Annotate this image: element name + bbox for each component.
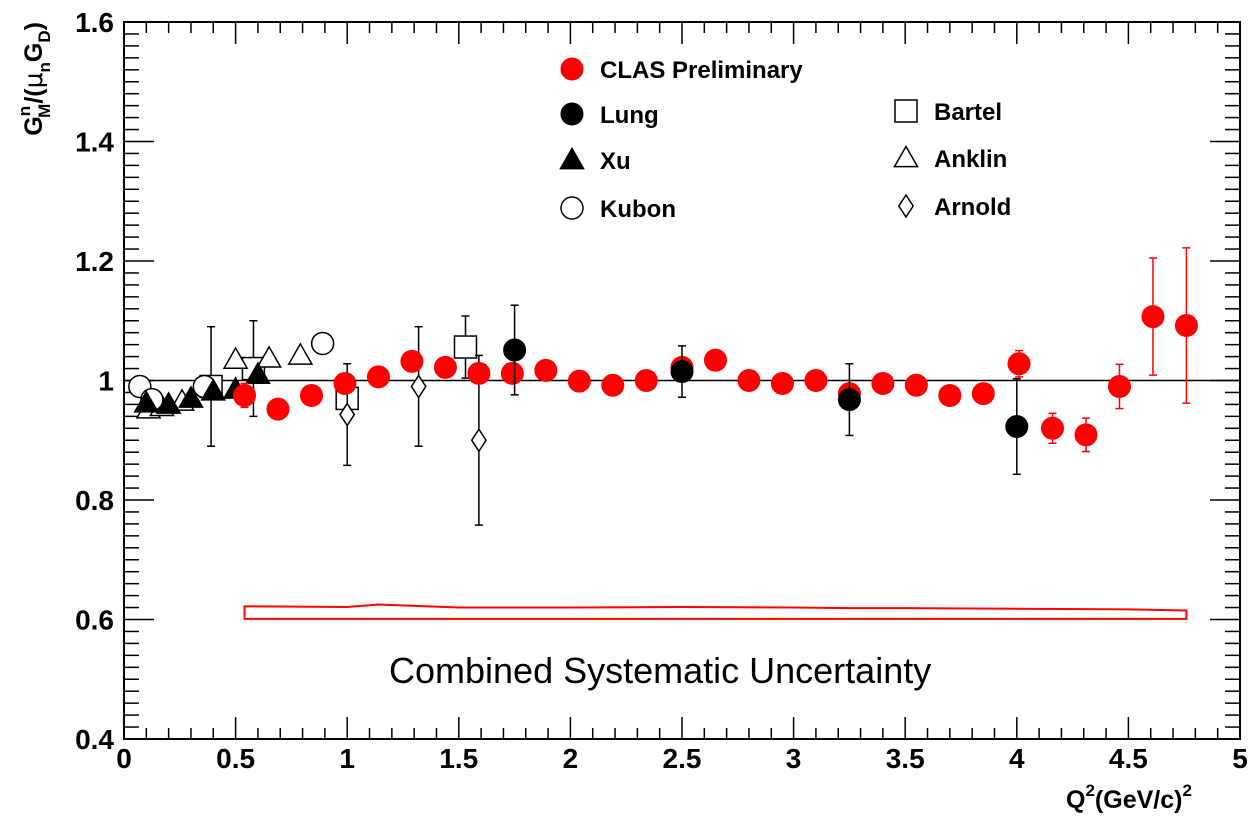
data-point-lung [503,338,527,362]
data-point-clas-preliminary [1141,305,1165,329]
x-tick-label: 4.5 [1109,743,1148,774]
x-tick-label: 5 [1232,743,1248,774]
data-point-clas-preliminary [904,373,928,397]
data-points [128,247,1198,526]
legend-marker-anklin [893,144,919,168]
data-point-clas-preliminary [804,369,828,392]
legend-item-anklin: Anklin [893,144,1007,173]
legend-item-arnold: Arnold [897,193,1011,221]
data-point-clas-preliminary [333,371,357,395]
legend-item-clas-preliminary: CLAS Preliminary [560,57,803,84]
data-point-clas-preliminary [770,371,794,395]
systematic-band-outline [243,603,1188,620]
data-point-clas-preliminary [1007,352,1031,376]
data-point-xu [245,361,271,384]
data-point-clas-preliminary [1041,416,1065,440]
data-point-clas-preliminary [233,383,257,407]
x-tick-label: 1 [339,743,355,774]
x-axis-title: Q2(GeV/c)2 [1066,781,1192,814]
data-point-clas-preliminary [871,371,895,395]
data-point-clas-preliminary [433,355,457,379]
legend-label-bartel: Bartel [934,99,1002,126]
data-point-clas-preliminary [567,369,591,393]
data-point-clas-preliminary [971,382,995,406]
tick-labels: 0 0.5 1 1.5 2 2.5 3 3.5 4 4.5 5 0.4 0.6 0.8 1 1.2 1.4 1.6 [75,7,1248,774]
legend-marker-arnold [897,193,915,219]
data-point-clas-preliminary [1107,374,1131,398]
legend-item-xu: Xu [559,146,631,175]
legend-label-kubon: Kubon [600,196,676,223]
data-point-clas-preliminary [1074,423,1098,447]
systematic-annotation: Combined Systematic Uncertainty [389,650,931,691]
series-lung [503,304,1029,476]
legend-marker-kubon [560,196,584,220]
systematic-band [243,603,1188,620]
legend-label-lung: Lung [600,102,659,129]
data-point-clas-preliminary [737,369,761,392]
data-point-arnold [470,427,487,453]
legend-item-bartel: Bartel [894,99,1002,126]
y-tick-label: 1.6 [75,7,114,38]
data-point-clas-preliminary [601,373,625,397]
y-tick-label: 0.8 [75,485,114,516]
y-tick-label: 1.4 [75,127,114,158]
y-tick-label: 1 [98,366,114,397]
data-point-anklin [222,346,249,369]
x-tick-label: 0 [116,743,132,774]
y-tick-label: 0.6 [75,605,114,636]
data-point-clas-preliminary [634,369,658,392]
data-point-lung [1005,415,1029,439]
x-tick-label: 1.5 [439,743,478,774]
data-point-clas-preliminary [366,365,390,389]
legend-label-xu: Xu [600,148,631,175]
y-tick-label: 0.4 [75,724,114,755]
data-point-clas-preliminary [500,361,524,385]
data-point-clas-preliminary [299,383,323,407]
data-point-anklin [287,342,314,365]
data-point-clas-preliminary [1174,314,1198,338]
data-point-clas-preliminary [703,348,727,372]
x-tick-label: 3 [786,743,802,774]
legend-label-anklin: Anklin [934,146,1007,173]
legend-label-arnold: Arnold [934,194,1011,221]
legend-marker-bartel [894,99,918,123]
series-arnold [339,325,487,526]
data-point-clas-preliminary [467,361,491,385]
data-point-xu [133,390,160,413]
x-tick-label: 2 [563,743,579,774]
legend-marker-lung [560,102,584,126]
data-point-anklin [256,345,282,368]
plot-frame [123,21,1241,740]
data-point-clas-preliminary [938,383,962,407]
legend-item-kubon: Kubon [560,196,676,223]
legend-item-lung: Lung [560,102,659,129]
data-point-xu [155,391,182,414]
data-point-xu [178,385,204,408]
data-point-lung [670,360,694,384]
data-point-bartel [453,335,478,359]
legend-marker-clas-preliminary [560,57,584,81]
data-point-xu [200,378,227,401]
legend-marker-xu [559,146,585,170]
x-tick-label: 2.5 [663,743,702,774]
legend: CLAS Preliminary Lung Xu Kubon Bartel Anklin A… [559,57,1011,223]
legend-label-clas-preliminary: CLAS Preliminary [600,57,803,84]
data-point-arnold [339,402,356,427]
data-point-arnold [410,374,427,399]
x-tick-label: 4 [1009,743,1025,774]
data-point-clas-preliminary [400,349,424,373]
x-tick-label: 0.5 [216,743,255,774]
x-tick-label: 3.5 [886,743,925,774]
y-tick-label: 1.2 [75,246,114,277]
data-point-clas-preliminary [534,358,558,382]
data-point-lung [837,388,861,412]
data-point-clas-preliminary [266,397,290,421]
data-point-kubon [310,331,335,356]
y-axis-title: GnM/(μnGD) [15,22,54,136]
